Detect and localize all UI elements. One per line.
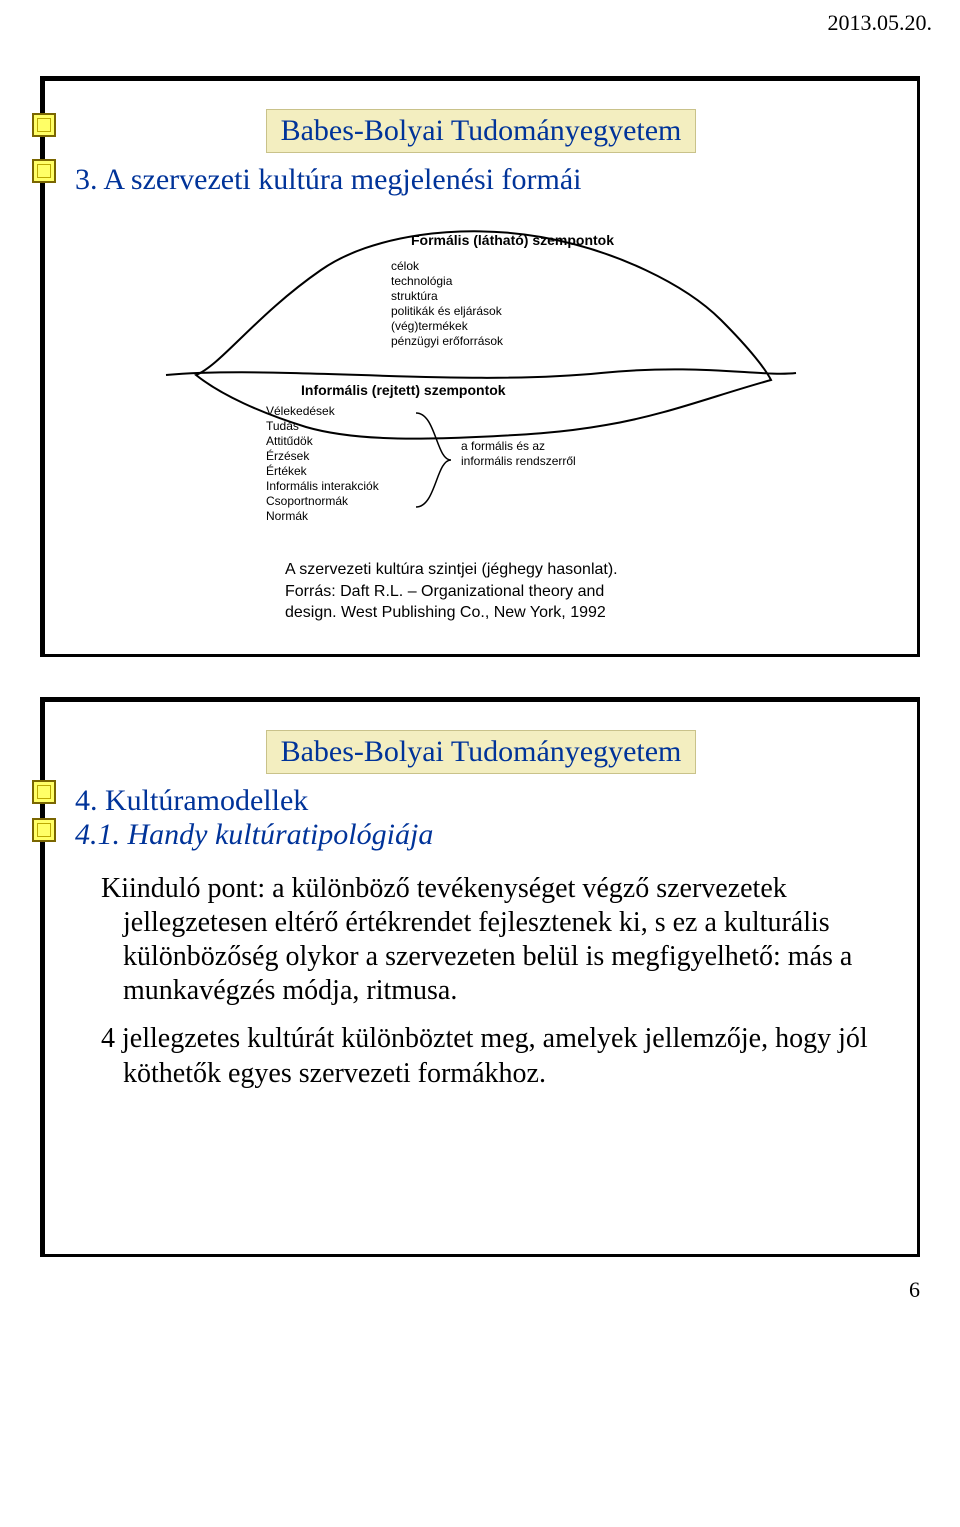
- body-paragraph: 4 jellegzetes kultúrát különböztet meg, …: [101, 1022, 881, 1090]
- iceberg-formal-item: struktúra: [391, 289, 438, 303]
- iceberg-formal-item: pénzügyi erőforrások: [391, 334, 504, 348]
- slide-1: Babes-Bolyai Tudományegyetem 3. A szerve…: [40, 76, 920, 657]
- iceberg-informal-item: Informális interakciók: [266, 479, 380, 493]
- bullet-icon: [32, 818, 56, 842]
- iceberg-figure: Formális (látható) szempontok célok tech…: [161, 215, 801, 545]
- caption-line: Forrás: Daft R.L. – Organizational theor…: [285, 581, 887, 603]
- iceberg-informal-item: Érzések: [266, 448, 310, 463]
- slide-subheading: 4.1. Handy kultúratipológiája: [75, 818, 887, 852]
- slide-banner: Babes-Bolyai Tudományegyetem: [266, 730, 697, 774]
- iceberg-formal-item: politikák és eljárások: [391, 304, 503, 318]
- iceberg-informal-header: Informális (rejtett) szempontok: [301, 382, 506, 398]
- figure-caption: A szervezeti kultúra szintjei (jéghegy h…: [285, 559, 887, 624]
- caption-line: design. West Publishing Co., New York, 1…: [285, 602, 887, 624]
- page-number: 6: [0, 1277, 960, 1315]
- body-paragraph: Kiinduló pont: a különböző tevékenységet…: [101, 872, 881, 1009]
- iceberg-brace-note: a formális és az: [461, 439, 545, 453]
- bullet-icon: [32, 113, 56, 137]
- slide-heading: 3. A szervezeti kultúra megjelenési form…: [75, 163, 887, 197]
- slide-2: Babes-Bolyai Tudományegyetem 4. Kultúram…: [40, 697, 920, 1257]
- iceberg-formal-item: célok: [391, 259, 420, 273]
- iceberg-informal-item: Vélekedések: [266, 404, 336, 418]
- slide-banner: Babes-Bolyai Tudományegyetem: [266, 109, 697, 153]
- iceberg-formal-item: technológia: [391, 274, 453, 288]
- caption-line: A szervezeti kultúra szintjei (jéghegy h…: [285, 559, 887, 581]
- bullet-icon: [32, 780, 56, 804]
- iceberg-informal-item: Normák: [266, 509, 309, 523]
- slide-heading: 4. Kultúramodellek: [75, 784, 887, 818]
- iceberg-formal-header: Formális (látható) szempontok: [411, 232, 614, 248]
- iceberg-informal-item: Értékek: [266, 463, 308, 478]
- page-date: 2013.05.20.: [0, 0, 960, 36]
- iceberg-informal-item: Tudás: [266, 419, 299, 433]
- iceberg-informal-item: Csoportnormák: [266, 494, 349, 508]
- iceberg-formal-item: (vég)termékek: [391, 319, 469, 333]
- iceberg-informal-item: Attitűdök: [266, 434, 314, 448]
- iceberg-brace-note: informális rendszerről: [461, 454, 576, 468]
- bullet-icon: [32, 159, 56, 183]
